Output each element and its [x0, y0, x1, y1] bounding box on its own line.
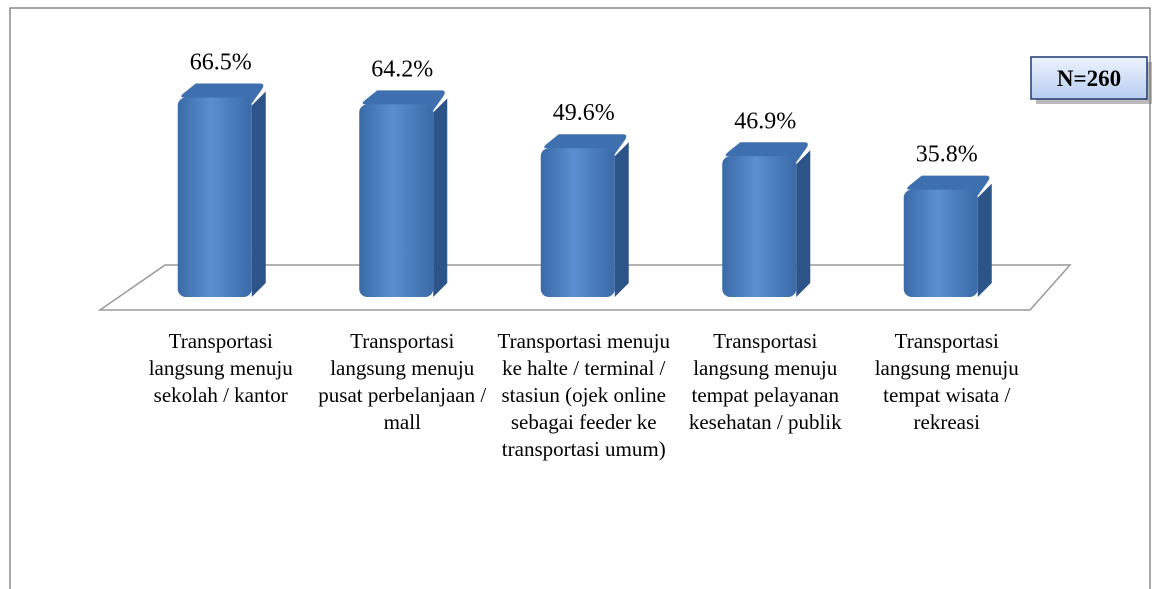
- annotation: N=260: [1057, 66, 1121, 91]
- x-tick-label: Transportasi langsung menuju sekolah / k…: [148, 329, 293, 407]
- bar: [540, 134, 629, 297]
- value-label: 35.8%: [916, 142, 978, 168]
- bar-side: [251, 91, 266, 297]
- value-label: 49.6%: [553, 100, 615, 126]
- bar-side: [614, 142, 629, 297]
- x-tick-label: Transportasi menuju ke halte / terminal …: [497, 329, 670, 461]
- value-label: 64.2%: [371, 56, 433, 82]
- annotation-box: [1030, 56, 1148, 100]
- x-tick-label: Transportasi langsung menuju pusat perbe…: [318, 329, 487, 434]
- bar: [177, 83, 266, 297]
- bar-front: [540, 148, 615, 297]
- bar-front: [903, 189, 978, 297]
- frame: [9, 7, 1151, 589]
- bar: [722, 142, 811, 297]
- bar: [903, 175, 992, 297]
- bar-side: [977, 183, 992, 297]
- value-label: 46.9%: [734, 108, 796, 134]
- bar-front: [177, 97, 252, 297]
- value-label: 66.5%: [190, 50, 252, 76]
- x-tick-label: Transportasi langsung menuju tempat wisa…: [874, 329, 1019, 434]
- bar-side: [796, 150, 811, 297]
- x-tick-label: Transportasi langsung menuju tempat pela…: [688, 329, 842, 434]
- bar-front: [722, 156, 797, 297]
- bar-front: [359, 104, 434, 298]
- bar: [359, 90, 448, 298]
- bar-side: [433, 98, 448, 298]
